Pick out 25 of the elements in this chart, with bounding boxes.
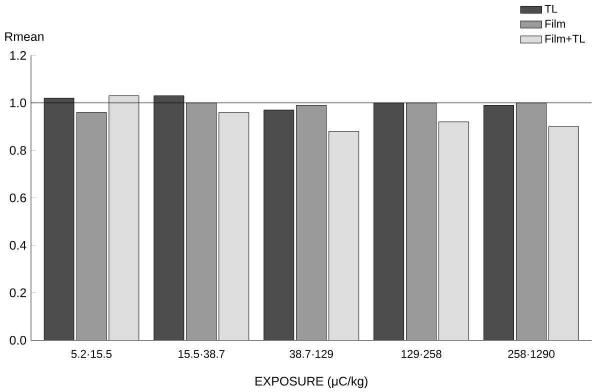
y-tick-label: 0.8 xyxy=(10,146,26,155)
bar xyxy=(296,104,327,340)
x-tick-label: 38.7·129 xyxy=(290,350,333,358)
x-tick-label: 5.2·15.5 xyxy=(71,350,112,358)
y-tick-label: 0.2 xyxy=(10,288,26,298)
legend-label: Film xyxy=(545,19,565,28)
bar xyxy=(548,126,579,340)
legend-label: Film+TL xyxy=(545,34,585,42)
x-tick-label: 129·258 xyxy=(402,350,442,358)
bar xyxy=(484,104,514,340)
y-tick-label: 0.0 xyxy=(10,336,26,345)
bar xyxy=(218,112,249,340)
y-tick-label: 1.0 xyxy=(10,98,26,108)
x-tick-label: 258·1290 xyxy=(508,350,555,358)
bar xyxy=(264,110,294,340)
bar xyxy=(438,122,469,340)
y-tick-label: 1.2 xyxy=(10,50,26,60)
y-tick-label: 0.6 xyxy=(10,193,26,202)
x-axis-title: EXPOSURE (μC/kg) xyxy=(256,376,368,388)
x-tick-label: 15.5·38.7 xyxy=(178,350,225,358)
legend-label: TL xyxy=(544,4,558,13)
y-tick-label: 0.4 xyxy=(10,240,26,250)
bar xyxy=(328,131,359,340)
bar xyxy=(108,96,139,340)
y-axis-title: Rmean xyxy=(5,32,44,41)
